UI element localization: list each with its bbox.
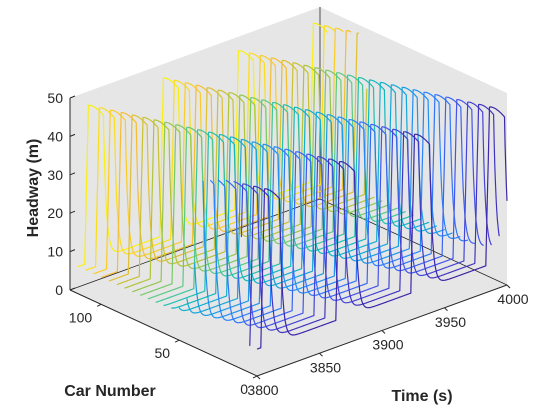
series-line-car-40 xyxy=(194,86,445,316)
x-tick-mark xyxy=(319,352,323,357)
y-tick-mark xyxy=(96,303,102,307)
floor-pane xyxy=(70,199,507,376)
x-tick-mark xyxy=(506,284,511,289)
z-tick-mark xyxy=(69,210,76,214)
x-tick-label: 3850 xyxy=(310,359,341,375)
y-tick-mark xyxy=(174,339,180,343)
side-floor-edge xyxy=(319,198,508,286)
series-line-car-10 xyxy=(240,101,492,331)
z-tick-label: 20 xyxy=(47,205,63,221)
x-axis-label: Time (s) xyxy=(391,388,452,405)
x-tick-label: 3900 xyxy=(372,337,403,353)
z-tick-mark xyxy=(69,249,76,253)
series-line-car-115 xyxy=(77,22,329,268)
y-tick-mark xyxy=(252,375,258,379)
z-tick-label: 40 xyxy=(47,128,63,144)
series-line-car-35 xyxy=(202,89,453,319)
series-line-car-5 xyxy=(249,103,500,347)
x-tick-label: 4000 xyxy=(497,291,528,307)
series-line-car-25 xyxy=(217,94,469,324)
series-line-car-0 xyxy=(256,106,508,350)
z-tick-label: 10 xyxy=(47,244,63,260)
y-tick-label: 100 xyxy=(69,309,93,325)
z-axis-label: Headway (m) xyxy=(25,139,42,238)
series-line-car-55 xyxy=(171,79,422,309)
x-tick-mark xyxy=(444,307,448,312)
series-line-car-50 xyxy=(178,81,430,312)
z-tick-mark xyxy=(69,133,76,137)
y-tick-label: 50 xyxy=(155,345,171,361)
y-tick-label: 0 xyxy=(240,381,248,397)
tick-labels: 3800 3850 3900 3950 4000 0 50 100 0 10 20 30 40 50 xyxy=(47,90,528,398)
x-tick-label: 3800 xyxy=(247,382,278,398)
z-tick-label: 30 xyxy=(47,167,63,183)
z-tick-mark xyxy=(69,172,76,176)
series-line-car-60 xyxy=(163,76,414,307)
z-tick-label: 50 xyxy=(47,90,63,106)
series-line-car-95 xyxy=(108,32,360,282)
series-line-car-110 xyxy=(85,25,337,271)
z-tick-label: 0 xyxy=(55,282,63,298)
series-lines xyxy=(77,22,508,350)
x-tick-mark xyxy=(256,375,261,380)
x-tick-label: 3950 xyxy=(435,314,466,330)
series-line-car-105 xyxy=(93,27,344,275)
z-tick-mark xyxy=(69,95,76,99)
x-tick-mark xyxy=(381,330,386,334)
series-line-car-45 xyxy=(186,84,438,314)
y-axis-label: Car Number xyxy=(64,383,156,400)
z-tick-mark xyxy=(69,287,76,291)
series-line-car-75 xyxy=(139,69,391,296)
